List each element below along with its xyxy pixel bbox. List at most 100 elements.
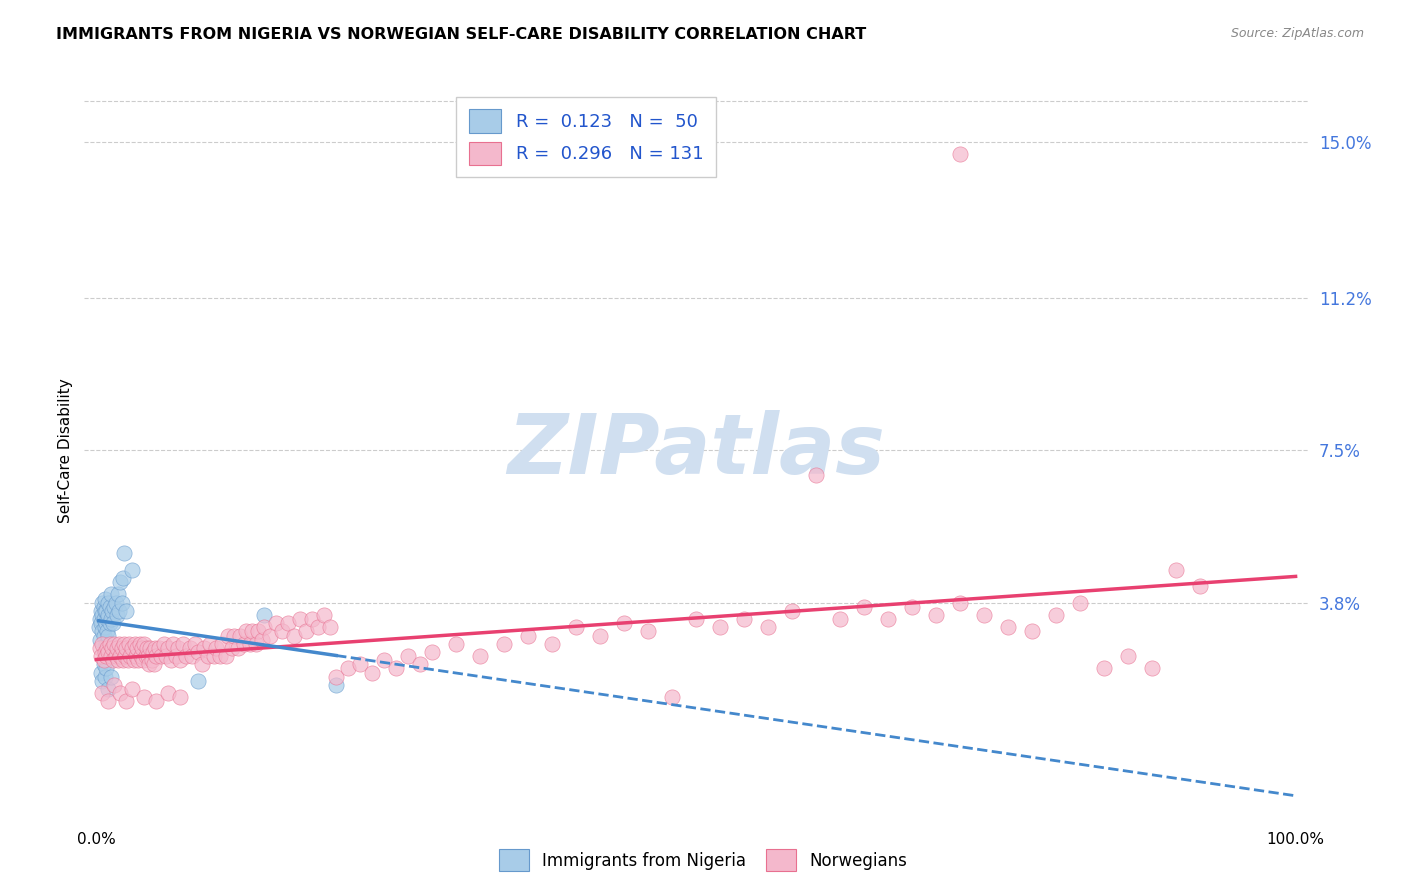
Point bbox=[91, 607, 114, 622]
Point bbox=[132, 653, 155, 667]
Point bbox=[200, 637, 222, 651]
Point bbox=[112, 546, 135, 560]
Point bbox=[89, 640, 111, 655]
Point bbox=[97, 645, 120, 659]
Point bbox=[93, 612, 115, 626]
Point bbox=[565, 620, 588, 634]
Point bbox=[110, 686, 132, 700]
Point bbox=[93, 604, 117, 618]
Point bbox=[87, 620, 110, 634]
Point bbox=[100, 649, 122, 664]
Point bbox=[804, 468, 827, 483]
Point bbox=[91, 637, 114, 651]
Point bbox=[1092, 661, 1115, 675]
Point bbox=[105, 607, 128, 622]
Point bbox=[253, 607, 276, 622]
Point bbox=[90, 665, 112, 680]
Point bbox=[901, 599, 924, 614]
Point bbox=[101, 616, 124, 631]
Point bbox=[193, 640, 215, 655]
Point bbox=[125, 649, 148, 664]
Point bbox=[110, 649, 132, 664]
Point bbox=[165, 649, 187, 664]
Point bbox=[157, 640, 180, 655]
Point bbox=[150, 649, 173, 664]
Point bbox=[876, 612, 898, 626]
Point bbox=[98, 616, 121, 631]
Point bbox=[135, 649, 157, 664]
Point bbox=[127, 653, 149, 667]
Point bbox=[1188, 579, 1211, 593]
Text: Source: ZipAtlas.com: Source: ZipAtlas.com bbox=[1230, 27, 1364, 40]
Point bbox=[319, 620, 342, 634]
Point bbox=[187, 645, 209, 659]
Point bbox=[129, 649, 152, 664]
Point bbox=[121, 640, 143, 655]
Point bbox=[94, 637, 117, 651]
Point bbox=[104, 596, 127, 610]
Point bbox=[191, 657, 214, 672]
Point bbox=[756, 620, 779, 634]
Point bbox=[541, 637, 564, 651]
Point bbox=[420, 645, 443, 659]
Point bbox=[174, 649, 197, 664]
Point bbox=[949, 147, 972, 161]
Point bbox=[131, 640, 153, 655]
Point bbox=[232, 637, 254, 651]
Point bbox=[97, 607, 120, 622]
Point bbox=[89, 612, 111, 626]
Point bbox=[385, 661, 408, 675]
Point bbox=[202, 649, 225, 664]
Point bbox=[100, 612, 122, 626]
Point bbox=[250, 632, 273, 647]
Point bbox=[103, 637, 125, 651]
Point bbox=[91, 673, 114, 688]
Point bbox=[112, 637, 135, 651]
Point bbox=[314, 607, 336, 622]
Point bbox=[1116, 649, 1139, 664]
Point bbox=[141, 653, 163, 667]
Point bbox=[325, 678, 347, 692]
Point bbox=[94, 616, 117, 631]
Point bbox=[142, 657, 165, 672]
Point bbox=[239, 637, 262, 651]
Point bbox=[96, 624, 118, 639]
Y-axis label: Self-Care Disability: Self-Care Disability bbox=[58, 378, 73, 523]
Point bbox=[444, 637, 467, 651]
Point bbox=[143, 640, 166, 655]
Point bbox=[167, 640, 190, 655]
Point bbox=[103, 599, 125, 614]
Legend: R =  0.123   N =  50, R =  0.296   N = 131: R = 0.123 N = 50, R = 0.296 N = 131 bbox=[456, 96, 716, 178]
Point bbox=[179, 640, 201, 655]
Point bbox=[114, 649, 136, 664]
Point bbox=[396, 649, 419, 664]
Point bbox=[148, 640, 170, 655]
Point bbox=[135, 640, 157, 655]
Point bbox=[139, 640, 162, 655]
Point bbox=[494, 637, 516, 651]
Point bbox=[277, 616, 299, 631]
Point bbox=[110, 575, 132, 590]
Point bbox=[187, 673, 209, 688]
Point bbox=[733, 612, 755, 626]
Point bbox=[115, 694, 138, 708]
Point bbox=[105, 640, 128, 655]
Point bbox=[128, 637, 150, 651]
Point bbox=[145, 694, 167, 708]
Point bbox=[852, 599, 875, 614]
Point bbox=[271, 624, 294, 639]
Point bbox=[226, 640, 249, 655]
Point bbox=[162, 637, 184, 651]
Point bbox=[973, 607, 995, 622]
Point bbox=[172, 637, 194, 651]
Point bbox=[1045, 607, 1067, 622]
Point bbox=[613, 616, 636, 631]
Point bbox=[307, 620, 329, 634]
Point bbox=[240, 624, 263, 639]
Point bbox=[96, 640, 118, 655]
Point bbox=[373, 653, 395, 667]
Point bbox=[111, 653, 134, 667]
Point bbox=[122, 653, 145, 667]
Point bbox=[97, 681, 120, 696]
Point bbox=[245, 637, 267, 651]
